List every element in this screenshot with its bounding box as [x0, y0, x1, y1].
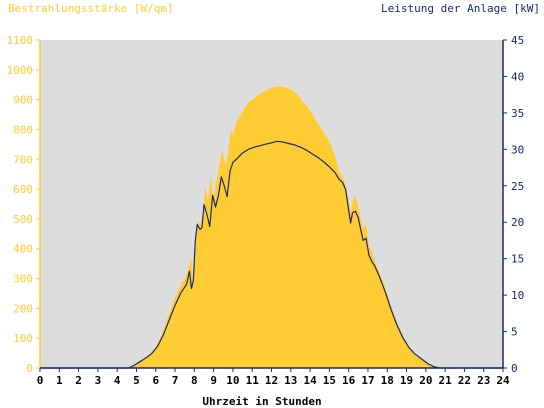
x-tick-label: 7 [172, 374, 179, 387]
right-tick-label: 5 [511, 326, 518, 339]
x-tick-label: 15 [323, 374, 336, 387]
left-tick-label: 600 [13, 183, 33, 196]
power-line [40, 140, 503, 369]
x-tick-label: 11 [246, 374, 260, 387]
right-tick-label: 20 [511, 216, 524, 229]
x-tick-label: 10 [226, 374, 239, 387]
left-tick-label: 900 [13, 94, 33, 107]
left-tick-label: 700 [13, 153, 33, 166]
left-tick-label: 300 [13, 273, 33, 286]
x-tick-label: 2 [75, 374, 82, 387]
x-tick-label: 6 [152, 374, 159, 387]
x-tick-label: 3 [95, 374, 102, 387]
x-tick-label: 4 [114, 374, 121, 387]
left-tick-label: 100 [13, 332, 33, 345]
x-tick-label: 21 [439, 374, 453, 387]
left-tick-label: 200 [13, 302, 33, 315]
right-tick-label: 10 [511, 289, 524, 302]
left-tick-label: 400 [13, 243, 33, 256]
x-tick-label: 23 [477, 374, 490, 387]
x-tick-label: 12 [265, 374, 278, 387]
x-axis-title: Uhrzeit in Stunden [202, 395, 321, 408]
left-tick-label: 1000 [7, 64, 34, 77]
x-tick-label: 20 [419, 374, 432, 387]
x-tick-label: 17 [361, 374, 374, 387]
right-tick-label: 0 [511, 362, 518, 375]
x-tick-label: 14 [303, 374, 317, 387]
right-axis-title: Leistung der Anlage [kW] [381, 2, 540, 15]
x-tick-label: 9 [210, 374, 217, 387]
x-tick-label: 18 [381, 374, 394, 387]
left-axis-title: Bestrahlungsstärke [W/qm] [8, 2, 174, 15]
left-tick-label: 800 [13, 123, 33, 136]
left-tick-label: 500 [13, 213, 33, 226]
x-tick-label: 22 [458, 374, 471, 387]
x-tick-label: 5 [133, 374, 140, 387]
x-tick-label: 13 [284, 374, 297, 387]
x-tick-label: 24 [496, 374, 510, 387]
right-tick-label: 15 [511, 253, 524, 266]
left-tick-label: 0 [26, 362, 33, 375]
right-tick-label: 40 [511, 70, 524, 83]
x-tick-label: 16 [342, 374, 356, 387]
left-tick-label: 1100 [7, 34, 34, 47]
x-tick-label: 19 [400, 374, 413, 387]
x-tick-label: 0 [37, 374, 44, 387]
right-tick-label: 45 [511, 34, 524, 47]
right-tick-label: 35 [511, 107, 524, 120]
x-tick-label: 1 [56, 374, 63, 387]
right-tick-label: 30 [511, 143, 524, 156]
right-tick-label: 25 [511, 180, 524, 193]
x-tick-label: 8 [191, 374, 198, 387]
